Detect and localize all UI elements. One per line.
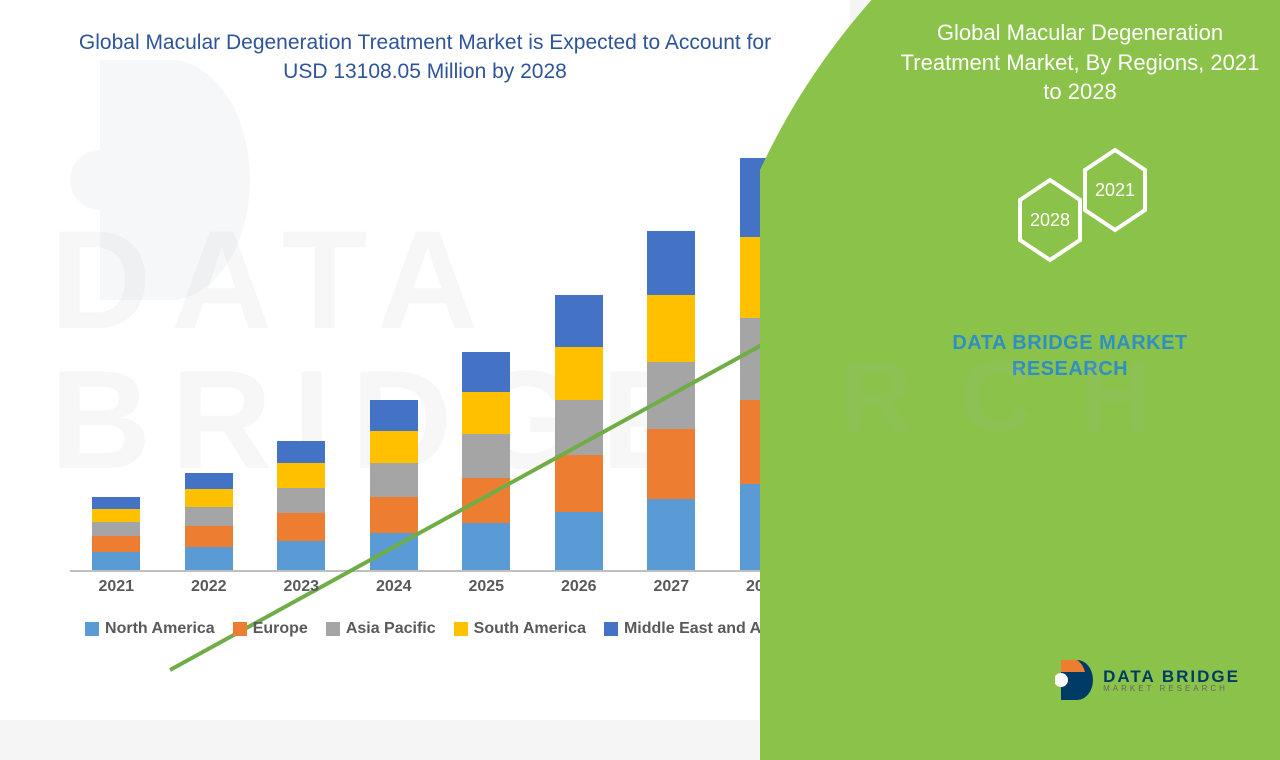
bar-seg [370, 533, 418, 570]
bar-seg [92, 552, 140, 570]
bar-seg [462, 523, 510, 570]
bar-seg [555, 347, 603, 400]
side-title: Global Macular Degeneration Treatment Ma… [900, 18, 1260, 107]
x-label: 2021 [98, 578, 134, 596]
x-label: 2026 [561, 578, 597, 596]
bar-2023 [277, 441, 325, 570]
bar-seg [277, 513, 325, 540]
bar-seg [462, 478, 510, 523]
bar-seg [647, 499, 695, 570]
chart-legend: North America Europe Asia Pacific South Ame… [60, 620, 820, 638]
bar-seg [647, 231, 695, 296]
x-axis-line [70, 570, 810, 572]
bar-seg [185, 526, 233, 547]
bar-seg [277, 488, 325, 514]
bar-seg [370, 431, 418, 463]
legend-item: Europe [233, 620, 308, 638]
bar-seg [462, 434, 510, 478]
x-label: 2025 [468, 578, 504, 596]
footer-logo-sub: MARKET RESEARCH [1103, 685, 1240, 693]
legend-swatch [233, 622, 247, 636]
legend-label: North America [105, 620, 215, 638]
bar-seg [92, 536, 140, 552]
legend-item: North America [85, 620, 215, 638]
bar-seg [647, 362, 695, 430]
legend-label: Europe [253, 620, 308, 638]
side-panel: Global Macular Degeneration Treatment Ma… [820, 0, 1280, 720]
bar-2021 [92, 497, 140, 570]
legend-swatch [604, 622, 618, 636]
footer-logo-icon [1055, 658, 1093, 702]
bar-2025 [462, 352, 510, 570]
bar-seg [370, 463, 418, 497]
bar-seg [462, 392, 510, 434]
chart-title: Global Macular Degeneration Treatment Ma… [60, 28, 790, 87]
bar-seg [185, 507, 233, 526]
footer-logo-name: DATA BRIDGE [1103, 668, 1240, 685]
legend-label: South America [474, 620, 586, 638]
bar-seg [370, 400, 418, 431]
legend-swatch [326, 622, 340, 636]
bar-seg [555, 400, 603, 455]
bar-seg [647, 429, 695, 498]
bar-seg [92, 509, 140, 522]
bar-seg [555, 512, 603, 570]
bar-seg [185, 473, 233, 489]
bar-seg [370, 497, 418, 533]
bar-2022 [185, 473, 233, 570]
bar-seg [647, 295, 695, 361]
legend-item: South America [454, 620, 586, 638]
bar-2027 [647, 231, 695, 570]
bar-2026 [555, 295, 603, 570]
bar-2024 [370, 400, 418, 570]
bar-seg [92, 497, 140, 508]
x-label: 2024 [376, 578, 412, 596]
x-label: 2023 [283, 578, 319, 596]
legend-label: Asia Pacific [346, 620, 436, 638]
chart-panel: DATA BRIDGE Global Macular Degeneration … [0, 0, 850, 720]
legend-item: Asia Pacific [326, 620, 436, 638]
x-label: 2027 [653, 578, 689, 596]
hex-label-2028: 2028 [1030, 210, 1070, 230]
bar-seg [277, 541, 325, 570]
bar-seg [277, 463, 325, 487]
hex-badges: 2028 2021 [950, 140, 1190, 310]
bar-seg [185, 547, 233, 570]
bars-container [70, 150, 810, 570]
bar-seg [92, 522, 140, 537]
brand-text: DATA BRIDGE MARKET RESEARCH [920, 330, 1220, 382]
chart-plot [70, 150, 810, 570]
legend-swatch [85, 622, 99, 636]
hex-label-2021: 2021 [1095, 180, 1135, 200]
legend-swatch [454, 622, 468, 636]
bar-seg [277, 441, 325, 464]
x-label: 2022 [191, 578, 227, 596]
bar-seg [555, 295, 603, 347]
x-axis-labels: 20212022202320242025202620272028 [70, 578, 810, 596]
bar-seg [185, 489, 233, 507]
bar-seg [462, 352, 510, 392]
bar-seg [555, 455, 603, 512]
footer-logo: DATA BRIDGE MARKET RESEARCH [1055, 658, 1240, 702]
